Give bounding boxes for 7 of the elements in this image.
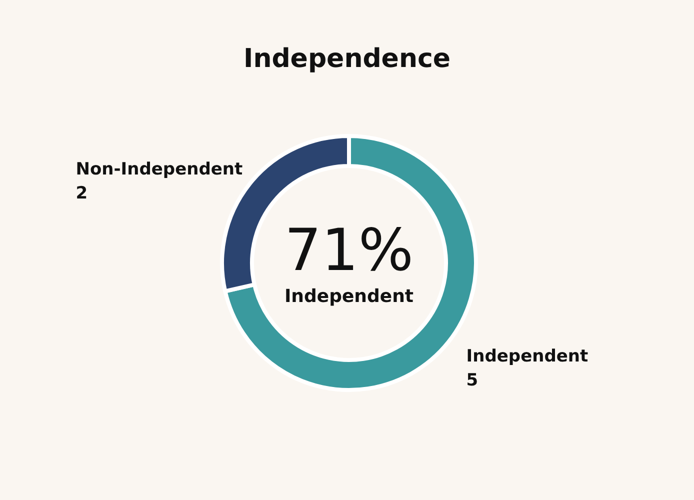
- chart-title: Independence: [244, 44, 450, 74]
- data-label: 2: [76, 183, 88, 204]
- data-label: 5: [466, 370, 478, 391]
- text: 71%: [284, 216, 414, 284]
- slice-label: Non-Independent: [76, 159, 243, 180]
- slice-label: Independent: [466, 346, 588, 367]
- text: Independent: [284, 286, 414, 307]
